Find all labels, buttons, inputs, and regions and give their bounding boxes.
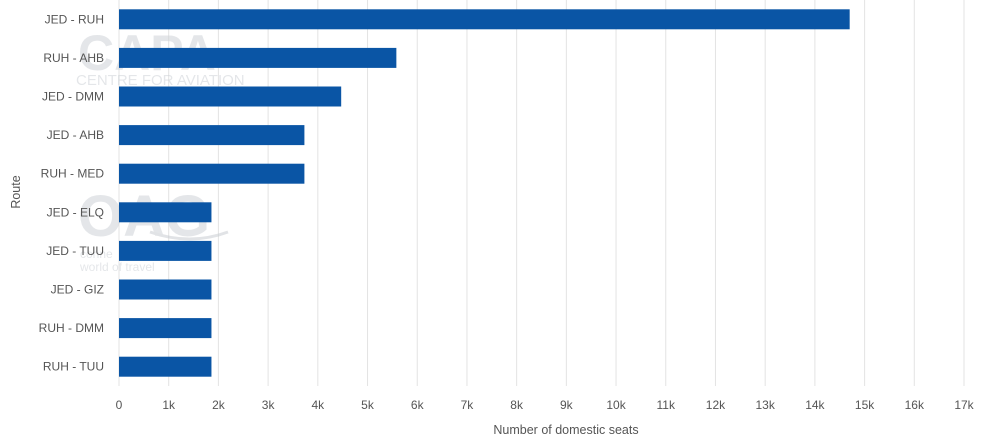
x-tick-label: 12k	[706, 398, 726, 412]
oag-tagline-watermark-1: conne	[80, 247, 113, 261]
x-tick-label: 1k	[162, 398, 176, 412]
x-tick-label: 7k	[461, 398, 475, 412]
x-tick-label: 0	[116, 398, 123, 412]
bar[interactable]	[119, 9, 850, 30]
x-axis-title: Number of domestic seats	[493, 423, 638, 437]
y-tick-label: RUH - DMM	[39, 321, 104, 335]
bar[interactable]	[119, 125, 305, 146]
bar[interactable]	[119, 240, 212, 261]
watermark-group: CAPA CENTRE FOR AVIATION OAG conne world…	[76, 25, 245, 274]
y-tick-label: JED - TUU	[46, 244, 104, 258]
y-tick-label: JED - ELQ	[47, 205, 104, 219]
y-axis-title: Route	[9, 175, 23, 208]
plane-swoosh-icon	[149, 230, 229, 241]
x-tick-label: 16k	[905, 398, 925, 412]
x-tick-labels: 0 1k 2k 3k 4k 5k 6k 7k 8k 9k 10k 11k 12k 13k 14k 15k 16k…	[116, 398, 975, 412]
x-tick-label: 2k	[212, 398, 226, 412]
x-tick-label: 11k	[657, 398, 676, 412]
x-tick-label: 10k	[606, 398, 626, 412]
y-tick-label: JED - AHB	[47, 128, 104, 142]
bar[interactable]	[119, 318, 212, 339]
x-tick-label: 14k	[805, 398, 825, 412]
x-tick-label: 17k	[954, 398, 974, 412]
x-tick-label: 15k	[855, 398, 875, 412]
bar[interactable]	[119, 356, 212, 377]
x-tick-label: 5k	[361, 398, 375, 412]
y-tick-label: RUH - TUU	[43, 360, 104, 374]
y-tick-label: JED - RUH	[45, 12, 104, 26]
bar[interactable]	[119, 279, 212, 300]
x-tick-label: 13k	[755, 398, 775, 412]
oag-tagline-watermark-2: world of travel	[79, 260, 155, 274]
bar[interactable]	[119, 47, 397, 68]
y-tick-labels: JED - RUH RUH - AHB JED - DMM JED - AHB RUH …	[39, 12, 105, 373]
y-tick-label: JED - GIZ	[51, 283, 104, 297]
x-tick-label: 6k	[411, 398, 425, 412]
y-tick-label: JED - DMM	[42, 90, 104, 104]
x-tick-label: 9k	[560, 398, 574, 412]
bar[interactable]	[119, 163, 305, 184]
bar[interactable]	[119, 202, 212, 223]
x-tick-label: 4k	[311, 398, 325, 412]
bars	[119, 9, 850, 377]
x-tick-label: 8k	[510, 398, 524, 412]
capa-tagline-watermark: CENTRE FOR AVIATION	[76, 72, 245, 89]
y-tick-label: RUH - AHB	[43, 51, 104, 65]
x-tick-label: 3k	[262, 398, 276, 412]
y-tick-label: RUH - MED	[41, 167, 105, 181]
bar[interactable]	[119, 86, 342, 107]
